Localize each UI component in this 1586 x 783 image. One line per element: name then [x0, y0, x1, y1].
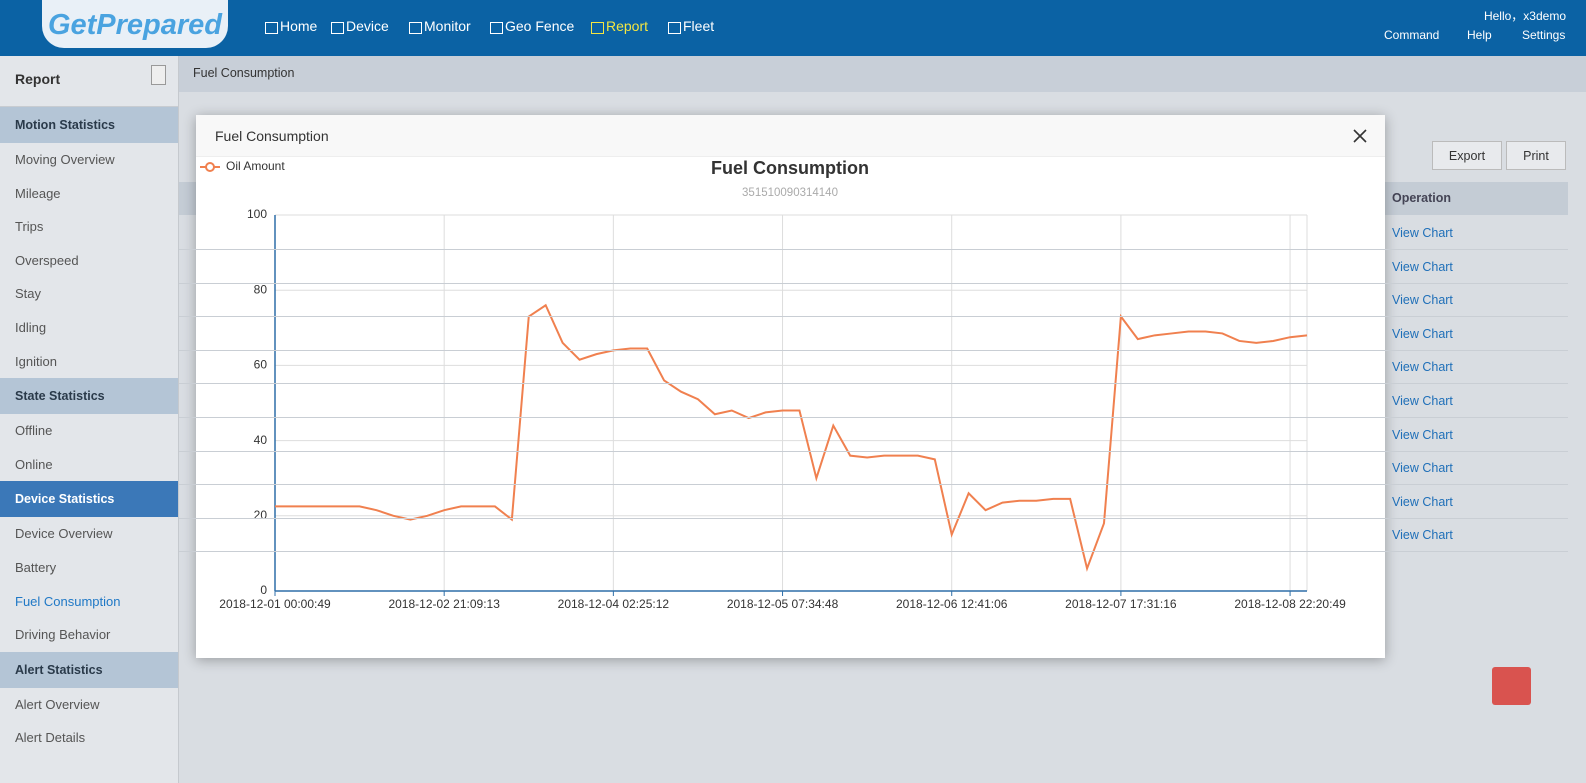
legend-label: Oil Amount	[226, 159, 285, 173]
nav-icon	[668, 22, 681, 34]
row-line	[179, 517, 1568, 519]
nav-item[interactable]: Monitor	[424, 18, 471, 34]
nav-icon	[265, 22, 278, 34]
nav-item[interactable]: Fleet	[683, 18, 715, 34]
nav-item[interactable]: Device	[346, 18, 389, 34]
close-icon	[1353, 129, 1367, 143]
button-label: Export	[1448, 149, 1486, 163]
chart-title: Fuel Consumption	[711, 158, 869, 178]
toolbar-button[interactable]: Export	[1432, 141, 1502, 170]
row-line	[179, 484, 1568, 486]
header: GetPrepared Hello，x3demo Home Device Monit…	[0, 0, 1586, 56]
series-line	[275, 303, 1308, 572]
chart-group: Fuel Consumption 351510090314140 0 20 40 60 80…	[200, 158, 1346, 611]
nav-item[interactable]: Geo Fence	[505, 18, 575, 34]
nav-icon	[591, 22, 604, 34]
view-chart-link[interactable]: View Chart	[1392, 259, 1453, 274]
sidebar-item[interactable]: Idling	[15, 319, 47, 335]
row-line	[179, 316, 1568, 318]
view-chart-link[interactable]: View Chart	[1392, 494, 1453, 509]
sidebar: Report Motion Statistics Moving Overview M…	[0, 56, 179, 783]
row-line	[179, 417, 1568, 418]
toolbar-button[interactable]: Print	[1506, 141, 1566, 170]
row-line	[179, 450, 1568, 452]
nav-item[interactable]: Home	[280, 18, 318, 34]
x-tick-label: 2018-12-04 02:25:12	[558, 597, 670, 611]
sidebar-item[interactable]: Offline	[15, 423, 53, 439]
x-tick-label: 2018-12-02 21:09:13	[388, 597, 500, 611]
row-line	[179, 551, 1568, 553]
sidebar-group[interactable]: Alert Statistics	[0, 651, 178, 688]
view-chart-link[interactable]: View Chart	[1392, 226, 1453, 240]
sidebar-item[interactable]: Alert Overview	[15, 696, 100, 712]
row-line	[179, 249, 1568, 250]
x-tick-label: 2018-12-06 12:41:06	[896, 597, 1008, 611]
sidebar-item[interactable]: Alert Details	[15, 730, 86, 746]
logo[interactable]: GetPrepared	[42, 0, 228, 48]
sidebar-item[interactable]: Moving Overview	[15, 152, 115, 167]
collapse-button[interactable]	[151, 65, 166, 85]
view-chart-link[interactable]: View Chart	[1392, 528, 1453, 543]
sidebar-item[interactable]: Trips	[15, 219, 44, 235]
y-tick-label: 20	[254, 508, 268, 522]
sidebar-group[interactable]: State Statistics	[0, 378, 178, 415]
nav-icon	[409, 22, 422, 34]
sidebar-item[interactable]: Driving Behavior	[15, 627, 111, 643]
legend-marker	[205, 162, 215, 172]
header-link[interactable]: Command	[1384, 28, 1440, 42]
header-link[interactable]: Settings	[1522, 28, 1566, 42]
view-chart-link[interactable]: View Chart	[1392, 427, 1453, 442]
nav-icon	[490, 22, 503, 34]
nav-item[interactable]: Report	[606, 18, 649, 34]
header-link[interactable]: Help	[1467, 28, 1492, 42]
x-tick-label: 2018-12-07 17:31:16	[1065, 597, 1177, 611]
y-tick-label: 100	[247, 207, 267, 221]
button-label: Print	[1523, 149, 1549, 163]
row-line	[179, 282, 1568, 284]
y-tick-label: 60	[254, 358, 268, 372]
sidebar-item[interactable]: Overspeed	[15, 252, 79, 268]
x-tick-label: 2018-12-08 22:20:49	[1234, 597, 1346, 611]
sidebar-title: Report	[0, 56, 178, 107]
sidebar-item[interactable]: Stay	[15, 286, 42, 302]
view-chart-link[interactable]: View Chart	[1392, 293, 1453, 308]
sidebar-item[interactable]: Mileage	[15, 185, 61, 201]
sidebar-item[interactable]: Battery	[15, 559, 57, 575]
chart-subtitle: 351510090314140	[742, 187, 838, 199]
modal-header: Fuel Consumption	[196, 115, 1385, 157]
sidebar-groups: Motion Statistics Moving Overview Mileage T…	[0, 107, 178, 755]
sidebar-item[interactable]: Online	[15, 456, 53, 472]
sidebar-item[interactable]: Fuel Consumption	[15, 593, 121, 609]
breadcrumb: Fuel Consumption	[193, 66, 295, 80]
greeting: Hello，x3demo	[1483, 9, 1566, 23]
column-header: Operation	[1392, 191, 1452, 205]
modal-title: Fuel Consumption	[215, 128, 329, 144]
sidebar-item[interactable]: Ignition	[15, 353, 57, 369]
view-chart-link[interactable]: View Chart	[1392, 394, 1453, 408]
sidebar-group[interactable]: Motion Statistics	[0, 107, 178, 143]
y-tick-label: 0	[260, 583, 267, 597]
close-button[interactable]	[1353, 126, 1367, 143]
row-line	[179, 383, 1568, 385]
sidebar-item[interactable]: Device Overview	[15, 526, 113, 542]
chart: Fuel Consumption 351510090314140 0 20 40 60 80…	[200, 158, 1346, 611]
view-chart-link[interactable]: View Chart	[1392, 461, 1453, 476]
alert-bell[interactable]	[1492, 667, 1531, 705]
breadcrumb-bar: Fuel Consumption	[179, 56, 1586, 92]
nav-icon	[331, 22, 344, 34]
x-tick-label: 2018-12-01 00:00:49	[219, 597, 331, 611]
sidebar-group[interactable]: Device Statistics	[0, 481, 178, 518]
row-line	[179, 349, 1568, 351]
view-chart-link[interactable]: View Chart	[1392, 326, 1453, 341]
view-chart-link[interactable]: View Chart	[1392, 360, 1453, 375]
x-tick-label: 2018-12-05 07:34:48	[727, 597, 839, 611]
modal: Fuel Consumption	[196, 115, 1385, 658]
y-tick-label: 40	[254, 433, 268, 447]
y-tick-label: 80	[254, 282, 268, 296]
